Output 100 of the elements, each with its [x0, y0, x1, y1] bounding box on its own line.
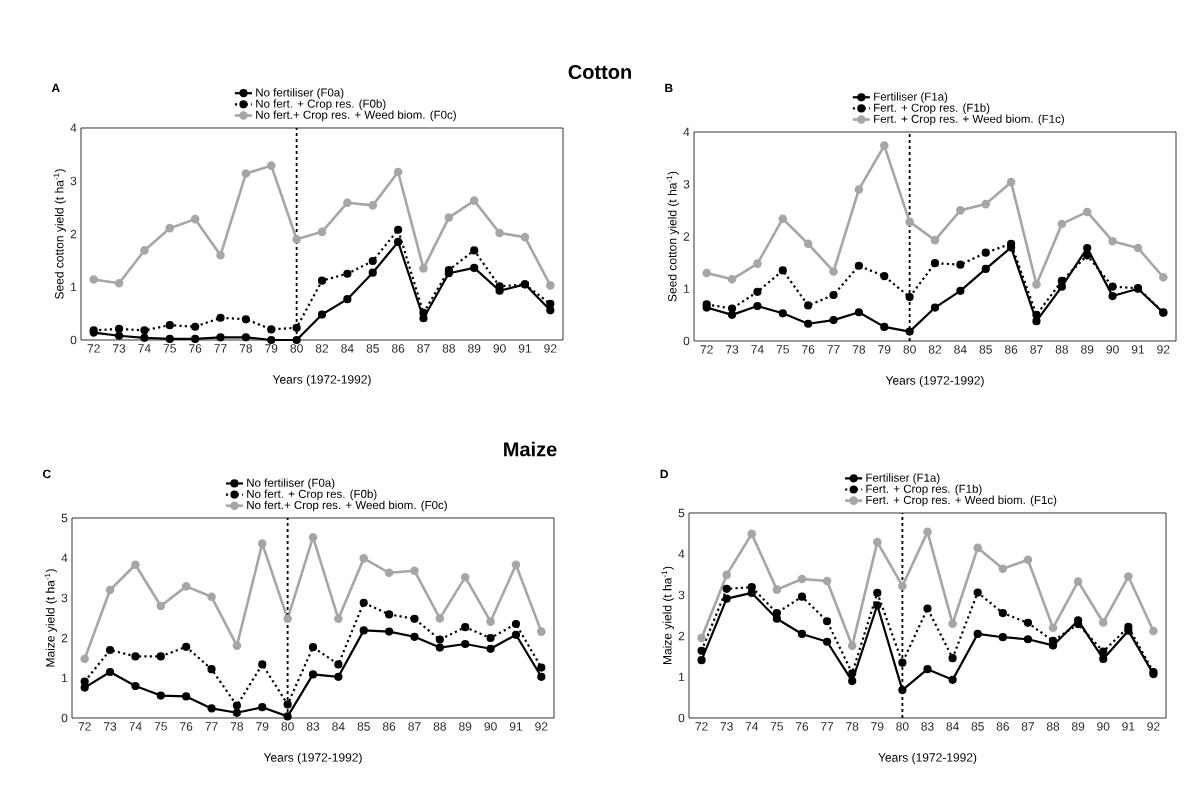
x-tick-label: 84 — [341, 344, 354, 353]
x-tick-label: 78 — [239, 344, 253, 353]
legend-label: Fert. + Crop res. (F1b) — [874, 103, 990, 115]
x-tick-label: 80 — [903, 345, 916, 354]
y-axis-title: Seed cotton yield (t ha$^{-1}$) — [53, 169, 66, 299]
x-tick-label: 88 — [442, 344, 455, 353]
x-tick-label: 77 — [827, 345, 840, 354]
chart-subtitle: D — [660, 469, 668, 479]
y-tick-label: 1 — [71, 282, 77, 292]
x-tick-label: 85 — [366, 344, 379, 353]
y-tick-label: 3 — [61, 593, 68, 603]
y-tick-label: 3 — [683, 180, 690, 189]
y-tick-label: 2 — [678, 631, 685, 641]
chart-title: Cotton — [568, 64, 631, 80]
chart-subtitle: C — [42, 469, 51, 479]
y-tick-label: 4 — [678, 549, 685, 559]
x-axis-title: Years (1972-1992) — [885, 375, 984, 388]
x-tick-label: 91 — [509, 722, 523, 731]
x-tick-label: 89 — [1081, 345, 1094, 354]
legend-label: Fertiliser (F1a) — [874, 92, 948, 103]
x-tick-label: 76 — [189, 344, 202, 353]
x-tick-label: 82 — [928, 345, 942, 354]
x-tick-label: 90 — [1106, 345, 1119, 354]
x-tick-label: 79 — [256, 722, 269, 731]
x-tick-label: 74 — [138, 344, 151, 353]
chart-subtitle: A — [51, 83, 60, 93]
x-tick-label: 76 — [180, 722, 193, 731]
y-tick-label: 4 — [683, 127, 690, 137]
y-tick-label: 1 — [62, 673, 68, 683]
legend-label: Fert. + Crop res. + Weed biom. (F1c) — [874, 114, 1064, 126]
y-tick-label: 3 — [678, 590, 685, 600]
x-tick-label: 87 — [1030, 345, 1043, 354]
y-tick-label: 4 — [70, 123, 77, 133]
x-tick-label: 80 — [896, 722, 909, 731]
x-tick-label: 78 — [846, 722, 859, 731]
x-tick-label: 87 — [1021, 722, 1034, 731]
x-tick-label: 76 — [802, 345, 815, 354]
x-tick-label: 90 — [484, 722, 497, 731]
x-tick-label: 73 — [720, 722, 733, 731]
x-tick-label: 90 — [493, 344, 506, 353]
x-tick-label: 80 — [281, 722, 294, 731]
y-tick-label: 0 — [70, 335, 77, 345]
x-tick-label: 83 — [921, 722, 934, 731]
x-tick-label: 88 — [1055, 345, 1068, 354]
chart-subtitle: B — [665, 83, 673, 93]
y-tick-label: 3 — [70, 176, 77, 186]
x-axis-title: Years (1972-1992) — [878, 752, 977, 765]
x-tick-label: 80 — [290, 344, 303, 353]
x-tick-label: 78 — [230, 722, 244, 731]
x-tick-label: 79 — [265, 344, 278, 353]
y-tick-label: 5 — [678, 508, 685, 518]
x-tick-label: 84 — [946, 722, 959, 731]
y-tick-label: 1 — [684, 284, 690, 293]
x-tick-label: 78 — [852, 345, 866, 354]
x-tick-label: 88 — [433, 722, 446, 731]
x-tick-label: 89 — [459, 722, 472, 731]
x-tick-label: 73 — [726, 345, 739, 354]
x-tick-label: 89 — [468, 344, 481, 353]
x-tick-label: 72 — [87, 344, 100, 353]
x-tick-label: 75 — [770, 722, 784, 731]
y-axis-title: Maize yield (t ha$^{-1}$) — [661, 566, 674, 664]
x-axis-title: Years (1972-1992) — [263, 752, 362, 765]
legend-label: No fert. + Crop res. (F0b) — [256, 99, 386, 110]
x-tick-label: 73 — [113, 344, 126, 353]
x-tick-label: 85 — [357, 722, 370, 731]
x-tick-label: 85 — [979, 345, 992, 354]
y-tick-label: 1 — [679, 672, 685, 682]
x-tick-label: 77 — [821, 722, 834, 731]
x-tick-label: 86 — [382, 722, 396, 731]
y-axis-title: Seed cotton yield (t ha$^{-1}$) — [666, 171, 679, 302]
x-tick-label: 77 — [214, 344, 227, 353]
x-tick-label: 74 — [745, 722, 759, 731]
x-tick-label: 72 — [700, 345, 713, 354]
x-tick-label: 91 — [1122, 722, 1135, 731]
x-tick-label: 79 — [871, 722, 884, 731]
legend-label: No fertiliser (F0a) — [256, 88, 344, 99]
x-tick-label: 92 — [1157, 345, 1170, 354]
legend-label: No fert.+ Crop res. + Weed biom. (F0c) — [256, 110, 456, 122]
x-tick-label: 84 — [332, 722, 345, 731]
x-tick-label: 75 — [154, 722, 167, 731]
x-tick-label: 73 — [104, 722, 117, 731]
legend-label: Fert. + Crop res. (F1b) — [866, 484, 982, 496]
x-tick-label: 86 — [391, 344, 405, 353]
x-tick-label: 87 — [417, 344, 430, 353]
chart-title: Maize — [504, 441, 557, 457]
y-tick-label: 2 — [683, 232, 690, 241]
x-tick-label: 74 — [751, 345, 764, 354]
y-axis-title: Maize yield (t ha$^{-1}$) — [44, 569, 57, 667]
x-tick-label: 92 — [535, 722, 548, 731]
x-tick-label: 83 — [306, 722, 320, 731]
x-tick-label: 90 — [1097, 722, 1110, 731]
legend-label: Fertiliser (F1a) — [866, 473, 940, 485]
x-tick-label: 84 — [954, 345, 967, 354]
x-tick-label: 72 — [695, 722, 708, 731]
legend-label: No fertiliser (F0a) — [247, 478, 335, 490]
x-tick-label: 76 — [795, 722, 809, 731]
y-tick-label: 0 — [683, 336, 690, 346]
x-tick-label: 88 — [1046, 722, 1060, 731]
x-tick-label: 86 — [996, 722, 1009, 731]
x-tick-label: 92 — [544, 344, 557, 353]
